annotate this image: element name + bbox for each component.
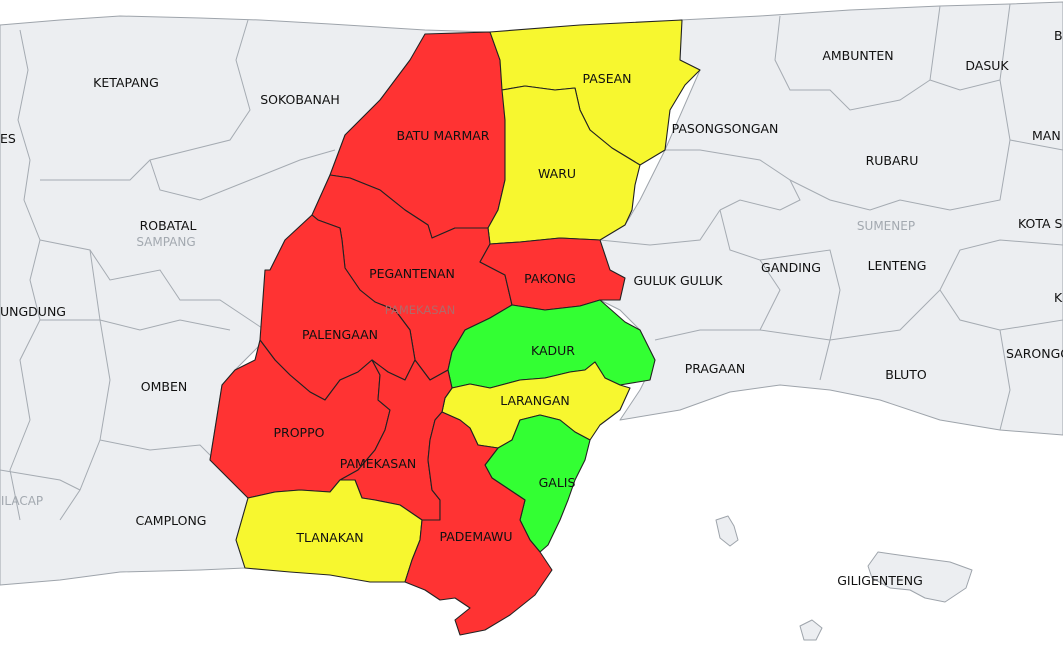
label-kedungdung: UNGDUNG — [0, 304, 66, 319]
district-labels: BATU MARMAR PASEAN WARU PEGANTENAN PAKON… — [274, 71, 632, 545]
label-sokobanah: SOKOBANAH — [260, 92, 340, 107]
label-ketapang: KETAPANG — [93, 75, 159, 90]
district-pakong[interactable] — [479, 237, 626, 311]
label-robatal: ROBATAL — [140, 218, 197, 233]
label-pegantenan: PEGANTENAN — [369, 266, 455, 281]
label-waru: WARU — [538, 166, 576, 181]
label-kadur: KADUR — [531, 343, 575, 358]
label-palengaan: PALENGAAN — [302, 327, 378, 342]
label-tlanakan: TLANAKAN — [295, 530, 363, 545]
region-label-sumenep: SUMENEP — [857, 219, 915, 233]
label-pamekasan: PAMEKASAN — [340, 456, 417, 471]
label-batu-marmar: BATU MARMAR — [397, 128, 490, 143]
pamekasan-districts — [209, 19, 701, 636]
label-pakong: PAKONG — [524, 271, 576, 286]
land-east — [599, 1, 1063, 436]
label-es: ES — [0, 131, 16, 146]
region-labels: SAMPANG PAMEKASAN SUMENEP ILACAP — [1, 219, 915, 508]
region-label-pamekasan: PAMEKASAN — [385, 303, 455, 317]
label-ambunten: AMBUNTEN — [822, 48, 893, 63]
label-camplong: CAMPLONG — [136, 513, 207, 528]
label-omben: OMBEN — [141, 379, 187, 394]
label-rubaru: RUBARU — [866, 153, 919, 168]
region-label-cilacap: ILACAP — [1, 494, 43, 508]
label-manding: MAN — [1032, 128, 1061, 143]
label-pasongsongan: PASONGSONGAN — [672, 121, 779, 136]
label-guluk-guluk: GULUK GULUK — [633, 273, 723, 288]
label-proppo: PROPPO — [274, 425, 325, 440]
label-pasean: PASEAN — [582, 71, 631, 86]
label-larangan: LARANGAN — [500, 393, 569, 408]
island-small-2 — [799, 619, 823, 641]
label-pademawu: PADEMAWU — [440, 529, 513, 544]
label-bluto: BLUTO — [885, 367, 927, 382]
label-pragaan: PRAGAAN — [685, 361, 746, 376]
district-pademawu[interactable] — [404, 411, 553, 636]
label-giligenteng: GILIGENTENG — [837, 573, 923, 588]
island-small-1 — [715, 515, 739, 547]
district-waru[interactable] — [487, 85, 641, 245]
label-galis: GALIS — [539, 475, 576, 490]
neighbor-borders — [0, 3, 1063, 521]
label-kota-sumenep: KOTA SU — [1018, 216, 1063, 231]
label-b-partial: B — [1054, 28, 1063, 43]
label-ganding: GANDING — [761, 260, 821, 275]
neighbor-labels: KETAPANG SOKOBANAH ROBATAL UNGDUNG OMBEN… — [0, 28, 1063, 588]
island-giligenteng — [867, 551, 973, 603]
label-dasuk: DASUK — [965, 58, 1009, 73]
label-k-partial: K — [1054, 290, 1063, 305]
label-lenteng: LENTENG — [868, 258, 927, 273]
region-label-sampang: SAMPANG — [136, 235, 195, 249]
